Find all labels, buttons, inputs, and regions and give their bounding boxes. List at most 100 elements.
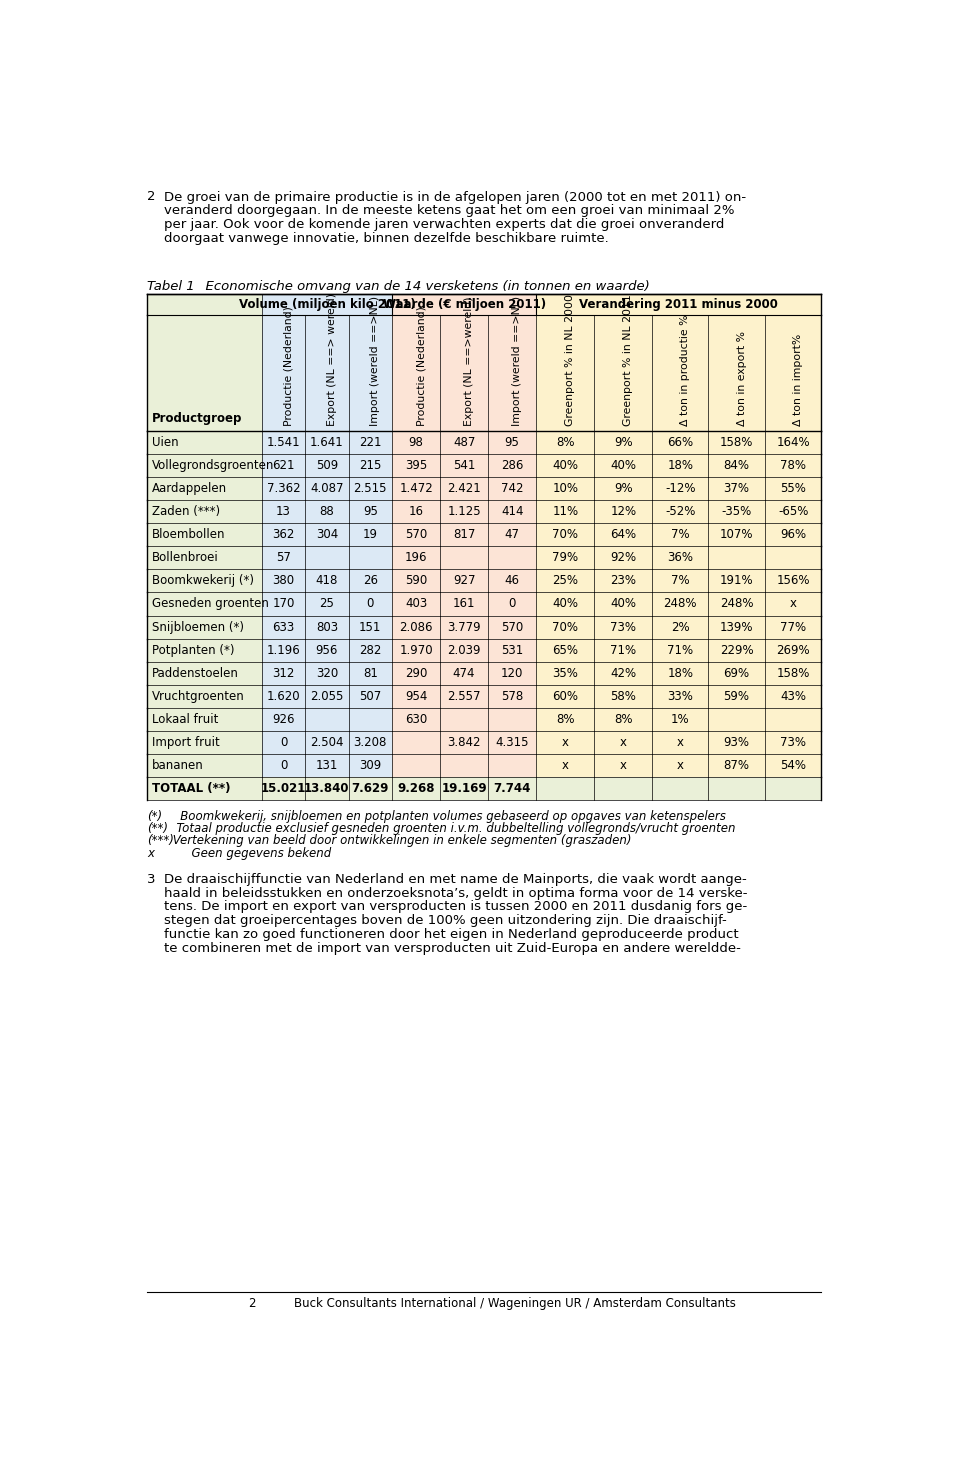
Text: 65%: 65% <box>552 643 578 657</box>
Text: 269%: 269% <box>777 643 810 657</box>
Text: 79%: 79% <box>552 552 578 564</box>
Text: 26: 26 <box>363 574 378 587</box>
Text: 23%: 23% <box>611 574 636 587</box>
Text: 139%: 139% <box>720 621 754 633</box>
Bar <box>537 294 822 801</box>
Text: 40%: 40% <box>552 598 578 611</box>
Text: 531: 531 <box>501 643 523 657</box>
Text: 88: 88 <box>320 505 334 518</box>
Text: 1.196: 1.196 <box>267 643 300 657</box>
Text: (*): (*) <box>147 810 162 823</box>
Text: 54%: 54% <box>780 760 806 773</box>
Text: Verandering 2011 minus 2000: Verandering 2011 minus 2000 <box>579 297 779 311</box>
Text: 312: 312 <box>273 667 295 680</box>
Text: bananen: bananen <box>152 760 204 773</box>
Text: 70%: 70% <box>552 621 578 633</box>
Text: 2          Buck Consultants International / Wageningen UR / Amsterdam Consultant: 2 Buck Consultants International / Wagen… <box>249 1297 735 1310</box>
Text: 77%: 77% <box>780 621 806 633</box>
Text: 7.744: 7.744 <box>493 782 531 795</box>
Text: Volume (miljoen kilo 2011): Volume (miljoen kilo 2011) <box>238 297 416 311</box>
Text: Export (NL ==> wereld): Export (NL ==> wereld) <box>327 293 337 425</box>
Text: 36%: 36% <box>667 552 693 564</box>
Text: Greenport % in NL 2011: Greenport % in NL 2011 <box>623 294 634 425</box>
Text: 221: 221 <box>359 436 381 449</box>
Text: 70%: 70% <box>552 528 578 542</box>
Text: 47: 47 <box>505 528 519 542</box>
Text: 403: 403 <box>405 598 427 611</box>
Bar <box>392 294 537 801</box>
Text: 304: 304 <box>316 528 338 542</box>
Text: functie kan zo goed functioneren door het eigen in Nederland geproduceerde produ: functie kan zo goed functioneren door he… <box>164 929 739 941</box>
Text: 803: 803 <box>316 621 338 633</box>
Text: Vruchtgroenten: Vruchtgroenten <box>152 690 245 704</box>
Text: 1.620: 1.620 <box>267 690 300 704</box>
Text: 7.629: 7.629 <box>351 782 389 795</box>
Text: 8%: 8% <box>614 712 633 726</box>
Text: 309: 309 <box>359 760 381 773</box>
Text: 33%: 33% <box>667 690 693 704</box>
Text: 93%: 93% <box>724 736 750 749</box>
Text: 4.087: 4.087 <box>310 481 344 495</box>
Text: 158%: 158% <box>720 436 754 449</box>
Text: 18%: 18% <box>667 459 693 473</box>
Text: Potplanten (*): Potplanten (*) <box>152 643 234 657</box>
Text: 12%: 12% <box>611 505 636 518</box>
Text: Totaal productie exclusief gesneden groenten i.v.m. dubbeltelling vollegronds/vr: Totaal productie exclusief gesneden groe… <box>169 821 735 835</box>
Text: 282: 282 <box>359 643 381 657</box>
Text: 4.315: 4.315 <box>495 736 529 749</box>
Text: 2.055: 2.055 <box>310 690 344 704</box>
Text: 151: 151 <box>359 621 381 633</box>
Text: 248%: 248% <box>663 598 697 611</box>
Text: 15.021: 15.021 <box>261 782 306 795</box>
Text: 71%: 71% <box>611 643 636 657</box>
Text: Paddenstoelen: Paddenstoelen <box>152 667 239 680</box>
Text: 1.541: 1.541 <box>267 436 300 449</box>
Text: 55%: 55% <box>780 481 806 495</box>
Text: 25: 25 <box>320 598 334 611</box>
Text: 95: 95 <box>505 436 519 449</box>
Text: 926: 926 <box>273 712 295 726</box>
Text: 40%: 40% <box>611 459 636 473</box>
Text: -12%: -12% <box>665 481 696 495</box>
Text: 320: 320 <box>316 667 338 680</box>
Text: 7%: 7% <box>671 574 689 587</box>
Text: 248%: 248% <box>720 598 754 611</box>
Text: Import fruit: Import fruit <box>152 736 220 749</box>
Text: 507: 507 <box>359 690 381 704</box>
Text: 229%: 229% <box>720 643 754 657</box>
Text: De groei van de primaire productie is in de afgelopen jaren (2000 tot en met 201: De groei van de primaire productie is in… <box>164 190 746 203</box>
Text: Vollegrondsgroenten: Vollegrondsgroenten <box>152 459 275 473</box>
Text: (**): (**) <box>147 821 168 835</box>
Text: 414: 414 <box>501 505 523 518</box>
Text: Vertekening van beeld door ontwikkelingen in enkele segmenten (graszaden): Vertekening van beeld door ontwikkelinge… <box>169 835 632 848</box>
Text: 120: 120 <box>501 667 523 680</box>
Text: Boomkwekerij (*): Boomkwekerij (*) <box>152 574 253 587</box>
Text: x: x <box>620 760 627 773</box>
Text: 78%: 78% <box>780 459 806 473</box>
Text: 131: 131 <box>316 760 338 773</box>
Text: x: x <box>562 736 568 749</box>
Text: 3.842: 3.842 <box>447 736 481 749</box>
Text: Bloembollen: Bloembollen <box>152 528 226 542</box>
Text: 57: 57 <box>276 552 291 564</box>
Text: 541: 541 <box>453 459 475 473</box>
Text: 13.840: 13.840 <box>304 782 349 795</box>
Text: 25%: 25% <box>552 574 578 587</box>
Text: (***): (***) <box>147 835 174 848</box>
Text: 395: 395 <box>405 459 427 473</box>
Text: 742: 742 <box>501 481 523 495</box>
Text: 7.362: 7.362 <box>267 481 300 495</box>
Text: 170: 170 <box>273 598 295 611</box>
Text: 73%: 73% <box>780 736 806 749</box>
Text: x: x <box>147 846 155 860</box>
Text: 2.421: 2.421 <box>447 481 481 495</box>
Text: 10%: 10% <box>552 481 578 495</box>
Text: 0: 0 <box>279 760 287 773</box>
Text: 9%: 9% <box>614 481 633 495</box>
Bar <box>147 777 822 801</box>
Text: 40%: 40% <box>552 459 578 473</box>
Text: 58%: 58% <box>611 690 636 704</box>
Text: 817: 817 <box>453 528 475 542</box>
Text: TOTAAL (**): TOTAAL (**) <box>152 782 230 795</box>
Text: 92%: 92% <box>611 552 636 564</box>
